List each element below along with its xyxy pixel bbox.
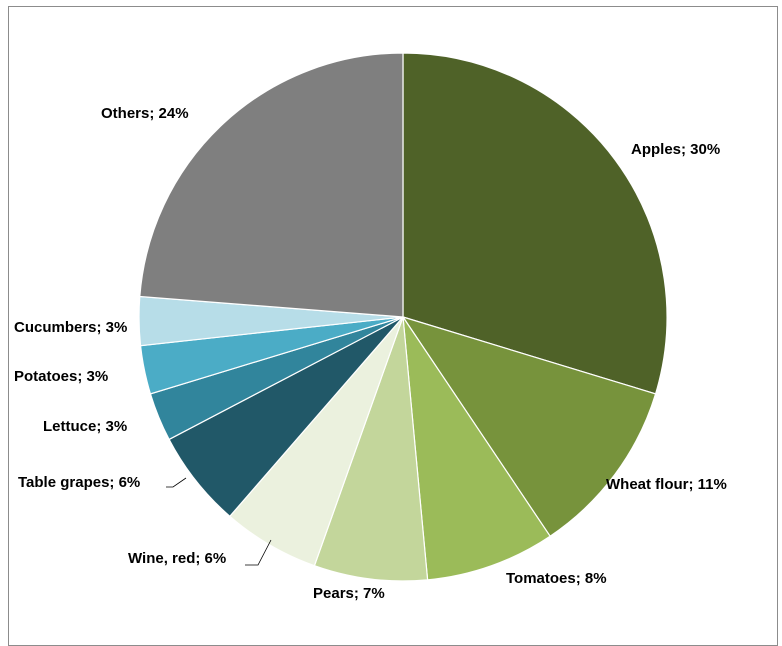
slice-label-cucumbers: Cucumbers; 3% xyxy=(14,319,127,336)
pie-slice-apples xyxy=(402,52,668,395)
leader-lines xyxy=(166,477,272,566)
pie-slice-wheat-flour xyxy=(401,315,657,538)
leader-line-wine-red xyxy=(245,539,272,566)
pie-chart: Apples; 30% Wheat flour; 11% Tomatoes; 8% P… xyxy=(14,52,727,602)
slice-label-potatoes: Potatoes; 3% xyxy=(14,368,108,385)
slice-label-tomatoes: Tomatoes; 8% xyxy=(506,570,607,587)
slice-label-table-grapes: Table grapes; 6% xyxy=(18,474,140,491)
slice-label-wine-red: Wine, red; 6% xyxy=(128,550,226,567)
slice-label-wheat-flour: Wheat flour; 11% xyxy=(606,476,727,493)
slice-label-apples: Apples; 30% xyxy=(631,141,720,158)
leader-line-table-grapes xyxy=(166,477,187,488)
slice-label-pears: Pears; 7% xyxy=(313,585,385,602)
pie-slice-tomatoes xyxy=(402,316,551,581)
pie-slice-pears xyxy=(313,316,429,582)
slice-labels: Apples; 30% Wheat flour; 11% Tomatoes; 8% P… xyxy=(14,105,727,602)
pie-slice-others xyxy=(139,52,404,318)
pie-slices xyxy=(138,52,668,582)
slice-label-lettuce: Lettuce; 3% xyxy=(43,418,127,435)
slice-label-others: Others; 24% xyxy=(101,105,189,122)
